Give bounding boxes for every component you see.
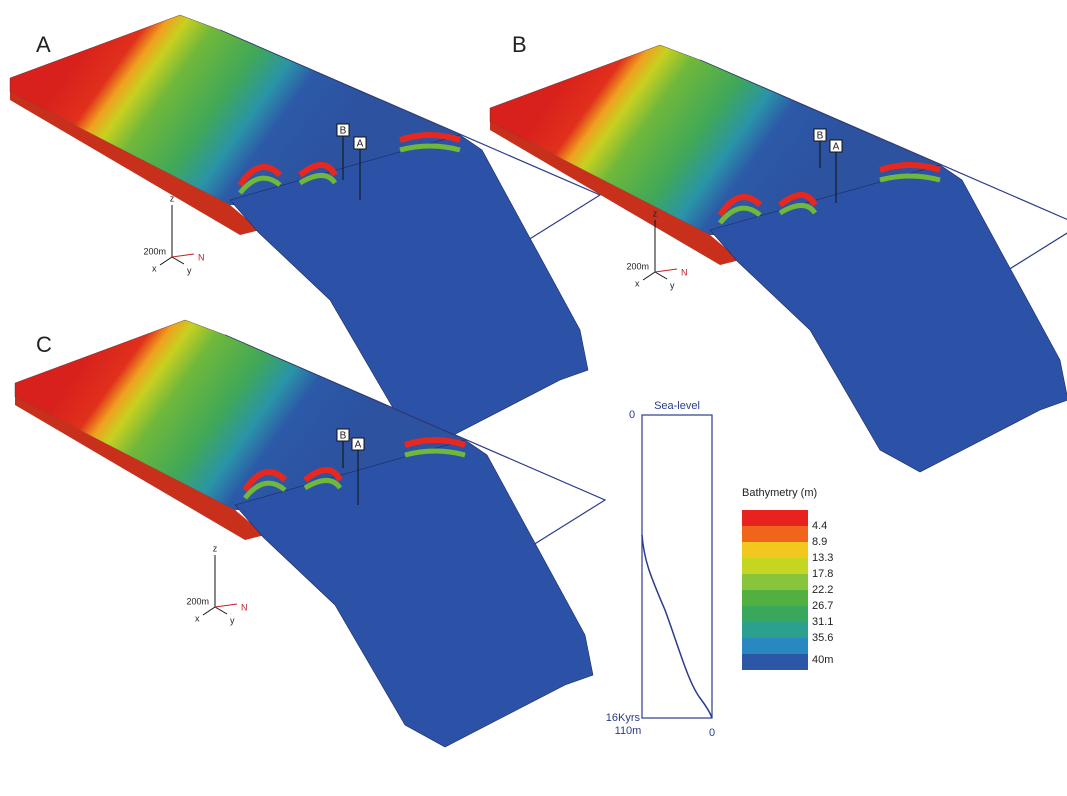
scale-label: 200m xyxy=(626,261,649,271)
inset-label: 16Kyrs xyxy=(606,712,641,724)
sea-level-inset: Sea-level 0 16Kyrs 110m 0 xyxy=(606,400,715,739)
axis-label: x xyxy=(195,613,200,623)
terrain xyxy=(490,45,1067,472)
legend-label: 31.1 xyxy=(812,616,833,628)
axis-label: z xyxy=(170,193,175,203)
inset-title: Sea-level xyxy=(654,400,700,412)
legend-label: 8.9 xyxy=(812,536,827,548)
legend-label: 4.4 xyxy=(812,520,827,532)
legend: Bathymetry (m) 4.4 8.9 13.3 17.8 22.2 26… xyxy=(742,487,833,670)
panel-label: B xyxy=(512,32,527,57)
inset-label: 0 xyxy=(629,409,635,421)
axes-icon: z 200m x y N xyxy=(143,193,204,275)
marker-label: A xyxy=(833,142,840,153)
legend-label: 17.8 xyxy=(812,568,833,580)
axis-label: y xyxy=(187,265,192,275)
scale-label: 200m xyxy=(143,246,166,256)
legend-label: 22.2 xyxy=(812,584,833,596)
legend-label: 26.7 xyxy=(812,600,833,612)
legend-label: 40m xyxy=(812,654,833,666)
marker-label: A xyxy=(357,139,364,150)
axis-label: N xyxy=(681,267,688,277)
legend-label: 35.6 xyxy=(812,632,833,644)
inset-label: 110m xyxy=(615,725,642,737)
axes-icon: z 200m x y N xyxy=(186,543,247,625)
axis-label: z xyxy=(653,208,658,218)
axis-label: y xyxy=(230,615,235,625)
axis-label: z xyxy=(213,543,218,553)
panel-label: A xyxy=(36,32,51,57)
panel-label: C xyxy=(36,332,52,357)
legend-title: Bathymetry (m) xyxy=(742,487,817,499)
markers xyxy=(336,123,843,505)
legend-label: 13.3 xyxy=(812,552,833,564)
marker-label: A xyxy=(355,440,362,451)
scale-label: 200m xyxy=(186,596,209,606)
marker-label: B xyxy=(817,131,824,142)
axis-label: y xyxy=(670,280,675,290)
inset-label: 0 xyxy=(709,727,715,739)
marker-label: B xyxy=(340,126,347,137)
axis-label: N xyxy=(241,602,248,612)
axis-label: N xyxy=(198,252,205,262)
axes-icon: z 200m x y N xyxy=(626,208,687,290)
axis-label: x xyxy=(152,263,157,273)
marker-label: B xyxy=(340,431,347,442)
axis-label: x xyxy=(635,278,640,288)
